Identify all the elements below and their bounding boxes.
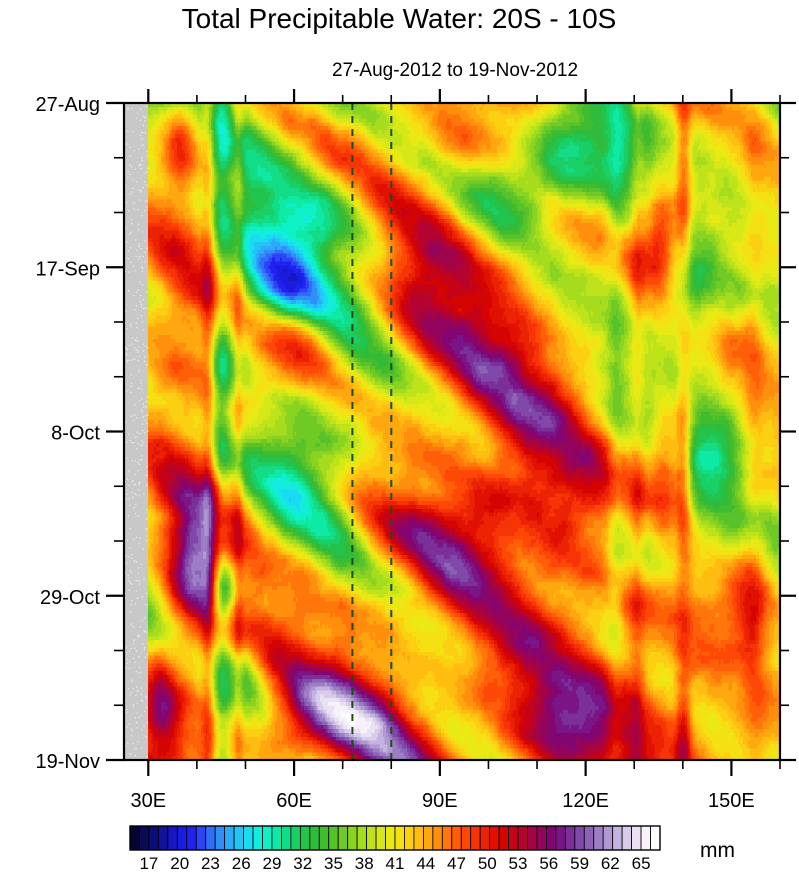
colorbar-swatch [489, 825, 500, 851]
colorbar-swatch [195, 825, 207, 851]
colorbar-swatch [650, 825, 661, 851]
page-title: Total Precipitable Water: 20S - 10S [182, 3, 617, 34]
colorbar-swatch [205, 825, 216, 851]
colorbar-swatch [470, 825, 481, 851]
colorbar-swatch [413, 825, 424, 851]
colorbar-swatch [366, 825, 377, 851]
colorbar-swatch [394, 825, 405, 851]
colorbar-swatch [252, 825, 263, 851]
colorbar-tick-label-50: 50 [478, 854, 497, 872]
xtick-label-150E: 150E [708, 790, 755, 812]
colorbar-swatch [243, 825, 254, 851]
colorbar: 17 20 23 26 29 32 35 38 41 44 47 50 53 56 59 62 65 [129, 825, 661, 872]
colorbar-swatch [318, 825, 330, 851]
colorbar-tick-label-41: 41 [386, 854, 405, 872]
ytick-label-8-Oct: 8-Oct [51, 423, 100, 445]
colorbar-swatch [404, 825, 415, 851]
colorbar-swatch [375, 825, 386, 851]
colorbar-swatch [309, 825, 320, 851]
colorbar-swatch [574, 825, 585, 851]
colorbar-tick-label-44: 44 [416, 854, 435, 872]
colorbar-swatch [612, 825, 623, 851]
colorbar-tick-label-29: 29 [263, 854, 282, 872]
colorbar-swatch [498, 825, 509, 851]
colorbar-swatch [328, 825, 339, 851]
colorbar-swatch [441, 825, 453, 851]
ytick-label-17-Sep: 17-Sep [36, 258, 101, 280]
colorbar-tick-label-56: 56 [539, 854, 558, 872]
colorbar-tick-label-35: 35 [324, 854, 343, 872]
colorbar-tick-label-62: 62 [601, 854, 620, 872]
colorbar-frame [129, 825, 661, 851]
figure-subtitle: 27-Aug-2012 to 19-Nov-2012 [332, 60, 578, 81]
colorbar-swatch [593, 825, 604, 851]
colorbar-swatch [527, 825, 538, 851]
plot-axes: 30E 60E 90E 120E 150E 27-Aug 17-Sep 8-Oct 29-Oct… [36, 89, 796, 812]
colorbar-swatch [186, 825, 197, 851]
ytick-label-19-Nov: 19-Nov [36, 751, 100, 773]
colorbar-swatch [621, 825, 633, 851]
colorbar-swatch [385, 825, 396, 851]
colorbar-tick-label-20: 20 [170, 854, 189, 872]
colorbar-swatch [640, 825, 651, 851]
colorbar-swatch [299, 825, 311, 851]
colorbar-swatch [290, 825, 301, 851]
reference-lines [351, 103, 393, 760]
ytick-label-29-Oct: 29-Oct [40, 587, 100, 609]
colorbar-swatch [432, 825, 443, 851]
colorbar-swatch [224, 825, 235, 851]
colorbar-tick-label-38: 38 [355, 854, 374, 872]
colorbar-swatch [536, 825, 547, 851]
colorbar-tick-label-65: 65 [632, 854, 651, 872]
colorbar-swatch [148, 825, 159, 851]
colorbar-swatch [262, 825, 273, 851]
colorbar-swatch [271, 825, 282, 851]
xtick-label-30E: 30E [130, 790, 166, 812]
colorbar-swatch [517, 825, 528, 851]
colorbar-tick-label-17: 17 [139, 854, 158, 872]
colorbar-swatch [139, 825, 150, 851]
colorbar-swatch [546, 825, 557, 851]
colorbar-swatch [347, 825, 358, 851]
colorbar-swatch [214, 825, 226, 851]
colorbar-tick-label-32: 32 [293, 854, 312, 872]
colorbar-swatch [479, 825, 491, 851]
colorbar-tick-label-59: 59 [570, 854, 589, 872]
colorbar-swatch [129, 825, 140, 851]
colorbar-swatch [281, 825, 292, 851]
colorbar-swatch [631, 825, 642, 851]
xtick-label-60E: 60E [276, 790, 312, 812]
colorbar-swatch [356, 825, 368, 851]
colorbar-swatch [157, 825, 169, 851]
colorbar-swatch [422, 825, 434, 851]
colorbar-tick-label-23: 23 [201, 854, 220, 872]
colorbar-swatch [167, 825, 178, 851]
colorbar-swatch [176, 825, 188, 851]
colorbar-swatch [508, 825, 519, 851]
land-mask-stipple [124, 103, 149, 760]
colorbar-swatch [460, 825, 472, 851]
ytick-label-27-Aug: 27-Aug [36, 94, 101, 116]
xtick-label-90E: 90E [422, 790, 458, 812]
colorbar-swatch [337, 825, 349, 851]
colorbar-swatch [451, 825, 462, 851]
colorbar-tick-label-26: 26 [232, 854, 251, 872]
colorbar-swatch [555, 825, 566, 851]
colorbar-swatch [602, 825, 614, 851]
colorbar-unit-label: mm [700, 839, 735, 862]
colorbar-swatch [564, 825, 576, 851]
xtick-label-120E: 120E [562, 790, 609, 812]
colorbar-tick-label-47: 47 [447, 854, 466, 872]
heatmap-data-area [124, 103, 780, 760]
colorbar-tick-label-53: 53 [509, 854, 528, 872]
colorbar-swatch [233, 825, 244, 851]
colorbar-swatch [583, 825, 595, 851]
